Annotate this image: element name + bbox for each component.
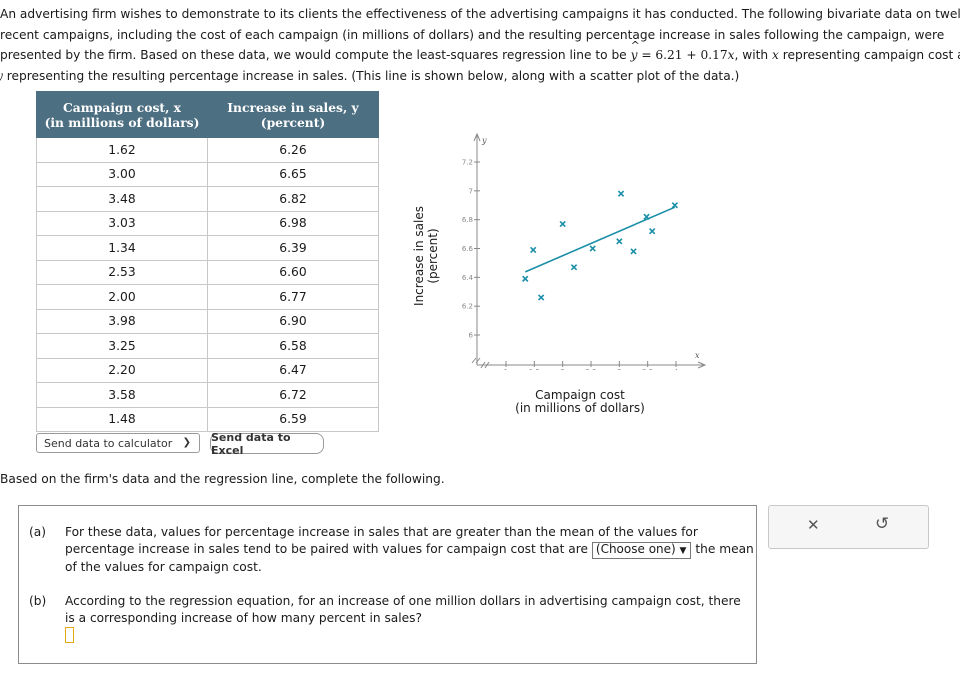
y-tick-label: 6.2 <box>462 303 473 311</box>
clear-icon[interactable]: ✕ <box>807 516 820 534</box>
data-point <box>570 264 578 271</box>
comparison-select[interactable]: (Choose one) ▼ <box>591 541 692 559</box>
cell-campaign-cost: 3.03 <box>36 210 208 236</box>
chevron-down-icon: ▼ <box>679 545 687 556</box>
table-row: 3.25 6.58 <box>36 333 379 359</box>
cell-increase-in-sales: 6.65 <box>207 161 379 187</box>
cell-campaign-cost: 3.25 <box>36 333 208 359</box>
chevron-down-icon: ❯ <box>182 437 191 448</box>
table-row: 2.20 6.47 <box>36 357 379 383</box>
data-point <box>589 245 596 252</box>
question-a-label: (a) <box>29 525 46 539</box>
cell-increase-in-sales: 6.58 <box>207 333 379 359</box>
intro-line-4: y representing the resulting percentage … <box>0 68 740 83</box>
cell-increase-in-sales: 6.39 <box>207 235 379 261</box>
problem-intro: An advertising firm wishes to demonstrat… <box>0 4 960 86</box>
cell-campaign-cost: 3.98 <box>36 308 208 334</box>
data-point <box>649 228 656 235</box>
table-row: 1.48 6.59 <box>36 406 379 432</box>
cell-campaign-cost: 3.48 <box>36 186 208 212</box>
x-axis-name: x <box>695 351 700 360</box>
answer-b-input[interactable] <box>65 627 74 643</box>
data-point <box>617 190 625 197</box>
cell-campaign-cost: 2.20 <box>36 357 208 383</box>
x-tick-label: 1.5 <box>529 368 540 370</box>
table-row: 3.48 6.82 <box>36 186 379 212</box>
y-tick-label: 6.6 <box>462 245 474 253</box>
cell-increase-in-sales: 6.47 <box>207 357 379 383</box>
intro-line-1: An advertising firm wishes to demonstrat… <box>0 7 960 21</box>
y-axis-break-icon <box>471 357 481 364</box>
header-increase-in-sales: Increase in sales, y (percent) <box>207 91 379 138</box>
data-point <box>522 275 529 282</box>
y-tick-label: 7.2 <box>462 159 473 167</box>
chart-x-axis-title: Campaign cost (in millions of dollars) <box>515 388 645 415</box>
y-tick-label: 6 <box>469 332 474 340</box>
question-b: (b) According to the regression equation… <box>29 594 741 625</box>
table-row: 3.58 6.72 <box>36 382 379 408</box>
cell-campaign-cost: 3.58 <box>36 382 208 408</box>
table-row: 2.53 6.60 <box>36 259 379 285</box>
x-tick-label: 2.5 <box>585 368 596 370</box>
cell-increase-in-sales: 6.59 <box>207 406 379 432</box>
cell-increase-in-sales: 6.98 <box>207 210 379 236</box>
cell-increase-in-sales: 6.26 <box>207 137 379 163</box>
x-axis-break-icon <box>480 361 490 369</box>
y-tick-label: 7 <box>469 187 473 195</box>
instructions-text: Based on the firm's data and the regress… <box>0 472 445 486</box>
scatter-chart: y x 6 6.2 6.4 6.6 6.8 7 7.2 1 1.5 2 2.5 3 3.5 4 <box>462 132 707 370</box>
table-row: 1.34 6.39 <box>36 235 379 261</box>
question-box: (a) For these data, values for percentag… <box>18 505 757 664</box>
x-tick-label: 4 <box>674 368 679 370</box>
cell-campaign-cost: 2.00 <box>36 284 208 310</box>
send-to-calculator-label: Send data to calculator <box>44 436 173 450</box>
undo-icon[interactable]: ↺ <box>875 514 890 534</box>
data-point <box>671 202 679 209</box>
answer-tools-panel: ✕ ↺ <box>768 505 929 549</box>
y-axis-arrow-icon <box>473 132 481 142</box>
question-b-label: (b) <box>29 594 47 608</box>
intro-line-2: recent campaigns, including the cost of … <box>0 27 945 42</box>
send-to-calculator-dropdown[interactable]: Send data to calculator ❯ <box>36 433 200 453</box>
data-point <box>616 238 623 245</box>
cell-increase-in-sales: 6.90 <box>207 308 379 334</box>
y-axis-name: y <box>481 136 487 145</box>
data-point <box>537 294 545 301</box>
cell-campaign-cost: 1.48 <box>36 406 208 432</box>
x-tick-label: 3 <box>617 368 621 370</box>
x-tick-label: 3.5 <box>642 368 653 370</box>
data-point <box>643 213 650 220</box>
data-point <box>559 220 566 228</box>
cell-increase-in-sales: 6.60 <box>207 259 379 285</box>
x-tick-label: 2 <box>560 368 564 370</box>
regression-line <box>524 206 676 273</box>
y-tick-label: 6.4 <box>462 274 474 282</box>
y-hat-symbol: y <box>631 36 640 66</box>
cell-increase-in-sales: 6.82 <box>207 186 379 212</box>
data-table: Campaign cost, x (in millions of dollars… <box>36 91 379 432</box>
y-tick-label: 6.8 <box>462 216 473 224</box>
header-campaign-cost: Campaign cost, x (in millions of dollars… <box>36 91 208 138</box>
table-row: 3.98 6.90 <box>36 308 379 334</box>
table-row: 1.62 6.26 <box>36 137 379 163</box>
cell-campaign-cost: 3.00 <box>36 161 208 187</box>
table-row: 3.03 6.98 <box>36 210 379 236</box>
data-point <box>530 246 537 254</box>
cell-campaign-cost: 1.62 <box>36 137 208 163</box>
x-axis-arrow-icon <box>697 361 707 369</box>
send-to-excel-button[interactable]: Send data to Excel <box>210 431 324 457</box>
x-tick-label: 1 <box>504 368 508 370</box>
cell-campaign-cost: 1.34 <box>36 235 208 261</box>
table-row: 3.00 6.65 <box>36 161 379 187</box>
cell-campaign-cost: 2.53 <box>36 259 208 285</box>
cell-increase-in-sales: 6.77 <box>207 284 379 310</box>
intro-line-3: presented by the firm. Based on these da… <box>0 36 960 66</box>
table-row: 2.00 6.77 <box>36 284 379 310</box>
cell-increase-in-sales: 6.72 <box>207 382 379 408</box>
data-point <box>630 248 637 255</box>
question-a: (a) For these data, values for percentag… <box>29 525 754 574</box>
